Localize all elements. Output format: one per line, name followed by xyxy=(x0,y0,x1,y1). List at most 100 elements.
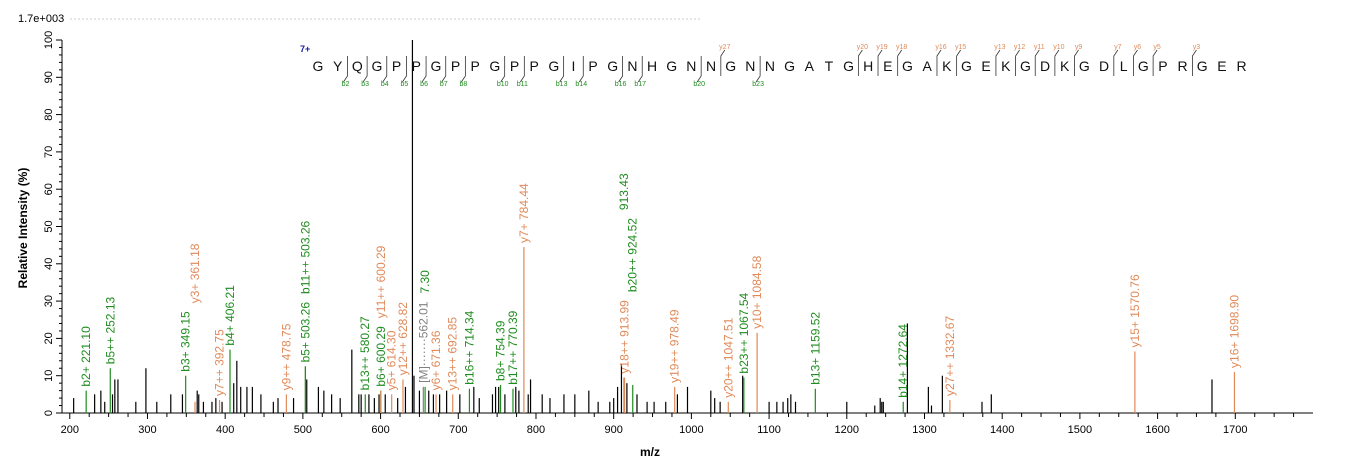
b-ion-marker xyxy=(637,56,643,83)
residue: G xyxy=(843,58,854,74)
b-ion-label: b10 xyxy=(497,81,509,88)
y-tick-label: 0 xyxy=(43,410,55,416)
y-ion-label: y3 xyxy=(1193,44,1201,51)
b-ion-marker xyxy=(519,56,525,83)
y-axis-label: Relative Intensity (%) xyxy=(16,168,30,289)
x-tick-label: 200 xyxy=(61,424,79,436)
peak-label: y20++ 1047.51 xyxy=(721,317,735,397)
b-ion-label: b4 xyxy=(381,81,389,88)
y-tick-label: 40 xyxy=(43,258,55,270)
residue: R xyxy=(1178,58,1188,74)
residue: G xyxy=(1197,58,1208,74)
y-ion-label: y9 xyxy=(1075,44,1083,51)
residue: G xyxy=(961,58,972,74)
x-tick-label: 1400 xyxy=(990,424,1014,436)
b-ion-label: b11 xyxy=(517,81,528,88)
residue: L xyxy=(1120,58,1128,74)
x-tick-label: 1100 xyxy=(757,424,781,436)
peak-label: b5++ 252.13 xyxy=(103,297,117,365)
residue: H xyxy=(863,58,873,74)
residue: Y xyxy=(333,58,343,74)
peptide-sequence: 7+G Y Q G P P G P P G P P G I P G N H G N N G N N G A T G H E G A K G E K G D… xyxy=(300,44,1247,88)
residue: G xyxy=(313,58,324,74)
x-tick-label: 300 xyxy=(138,424,156,436)
y-tick-label: 70 xyxy=(43,146,55,158)
peak-label: b11++ 503.26 xyxy=(298,220,312,294)
x-tick-label: 800 xyxy=(527,424,545,436)
y-ion-label: y6 xyxy=(1134,44,1142,51)
peak-labels: b2+ 221.10 b5++ 252.13 b3+ 349.15 y3+ 361.1… xyxy=(79,173,1241,398)
y-tick-label: 60 xyxy=(43,183,55,195)
residue: T xyxy=(825,58,834,74)
b-ion-marker xyxy=(343,56,348,83)
residue: N xyxy=(745,58,755,74)
y-ion-marker xyxy=(1113,49,1119,76)
residue: A xyxy=(922,58,932,74)
y-ion-label: y5 xyxy=(1153,44,1161,51)
b-ion-label: b23 xyxy=(752,81,764,88)
peak-label: y27++ 1332.67 xyxy=(943,316,957,396)
x-tick-label: 600 xyxy=(371,424,389,436)
b-ion-label: b5 xyxy=(401,81,409,88)
peak-label: b20++ 924.52 xyxy=(626,218,640,292)
residue: P xyxy=(412,58,421,74)
x-axis-label: m/z xyxy=(640,445,660,459)
b-ion-label: b13 xyxy=(556,81,568,88)
residue: P xyxy=(451,58,460,74)
peak-label: b16++ 714.34 xyxy=(462,310,476,384)
residue: E xyxy=(981,58,990,74)
residue: P xyxy=(392,58,401,74)
y-ion-marker xyxy=(877,49,883,76)
b-ion-marker xyxy=(578,56,584,83)
peak-label: y11++ 600.29 xyxy=(374,245,388,318)
y-ion-marker xyxy=(1054,49,1060,76)
residue: P xyxy=(471,58,480,74)
residue: K xyxy=(1060,58,1070,74)
peaks xyxy=(73,40,1236,413)
y-tick-label: 80 xyxy=(43,108,55,120)
b-ion-marker xyxy=(500,56,506,83)
residue: G xyxy=(784,58,795,74)
residue: P xyxy=(588,58,597,74)
residue: G xyxy=(430,58,441,74)
residue: P xyxy=(1158,58,1167,74)
b-ion-marker xyxy=(421,56,427,83)
x-tick-label: 1700 xyxy=(1223,424,1247,436)
residue: D xyxy=(1099,58,1109,74)
peak-label: 7.30 xyxy=(418,270,432,294)
residue: G xyxy=(489,58,500,74)
y-ion-label: y27 xyxy=(719,44,730,51)
residue: G xyxy=(902,58,913,74)
b-ion-marker xyxy=(382,56,388,83)
y-ion-marker xyxy=(1074,49,1079,76)
peak-label: b13+ 1159.52 xyxy=(808,312,822,385)
peak-label: y18++ 913.99 xyxy=(618,300,632,374)
y-tick-label: 10 xyxy=(43,370,55,382)
y-ion-marker xyxy=(1192,49,1197,76)
b-ion-label: b7 xyxy=(440,81,448,88)
b-ion-label: b20 xyxy=(693,81,705,88)
y-ion-label: y10 xyxy=(1053,44,1064,51)
y-ion-label: y11 xyxy=(1034,44,1045,51)
y-ion-marker xyxy=(936,49,942,76)
b-ion-label: b2 xyxy=(342,81,350,88)
y-ion-label: y18 xyxy=(896,44,907,51)
residue: I xyxy=(572,58,576,74)
residue: G xyxy=(1138,58,1149,74)
peak-label: b5+ 503.26 xyxy=(298,302,312,363)
peak-label: 913.43 xyxy=(617,173,631,210)
b-ion-label: b17 xyxy=(634,81,646,88)
b-ion-label: b14 xyxy=(575,81,587,88)
y-ion-marker xyxy=(1034,49,1040,76)
y-ion-marker xyxy=(1015,49,1020,76)
y-ion-label: y7 xyxy=(1114,44,1122,51)
b-ion-marker xyxy=(441,56,447,83)
y-ion-label: y15 xyxy=(955,44,966,51)
peak-label: b2+ 221.10 xyxy=(79,326,93,387)
intensity-scale-label: 1.7e+003 xyxy=(18,13,64,25)
peak-label: y13++ 692.85 xyxy=(446,317,460,391)
y-ion-label: y20 xyxy=(857,44,868,51)
peak-label: b14+ 1272.64 xyxy=(896,324,910,398)
y-ion-marker xyxy=(995,49,1001,76)
b-ion-marker xyxy=(618,56,623,83)
